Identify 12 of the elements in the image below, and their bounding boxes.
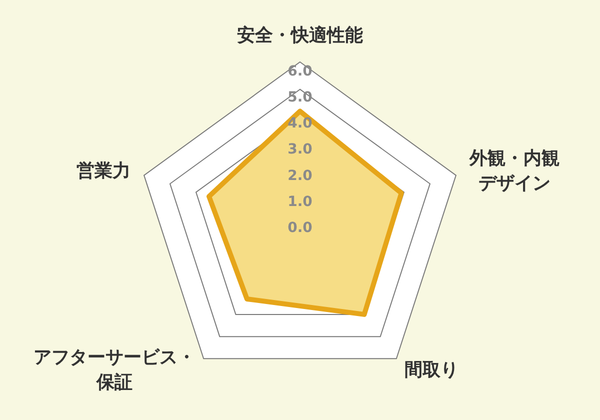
spoke-label: 間取り	[404, 360, 459, 381]
spoke-label: 営業力	[76, 160, 131, 182]
y-tick-label: 1.0	[288, 194, 313, 210]
spoke-label: 安全・快適性能	[237, 25, 363, 46]
y-tick-label: 5.0	[288, 89, 313, 106]
y-tick-label: 2.0	[288, 168, 313, 184]
y-tick-label: 0.0	[288, 220, 313, 236]
spoke-label: アフターサービス・保証	[33, 347, 196, 394]
spoke-label: 外観・内観デザイン	[468, 148, 560, 194]
y-tick-label: 4.0	[288, 116, 313, 132]
y-tick-label: 3.0	[288, 142, 313, 158]
y-tick-label: 6.0	[288, 63, 313, 80]
